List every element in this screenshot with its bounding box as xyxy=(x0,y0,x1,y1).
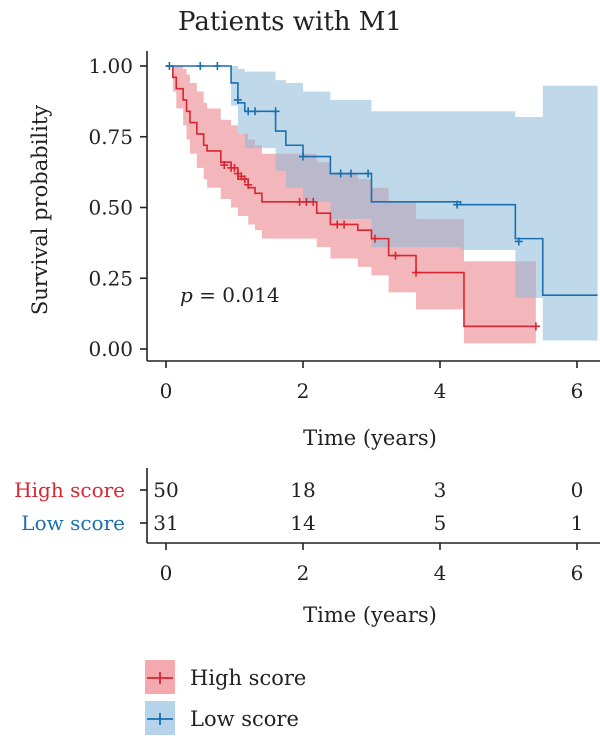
high-score-censor-mark xyxy=(244,180,253,189)
low-score-censor-mark xyxy=(346,169,355,178)
low-score-censor-mark xyxy=(244,107,253,116)
high-score-censor-mark xyxy=(230,163,239,172)
high-score-censor-mark xyxy=(412,268,421,277)
risk-count-low-score: 31 xyxy=(153,511,178,535)
risk-x-tick-label: 0 xyxy=(160,561,173,585)
legend-item-low-score: Low score xyxy=(145,701,299,735)
high-score-censor-mark xyxy=(240,175,249,184)
low-score-censor-mark xyxy=(364,169,373,178)
plot-area xyxy=(165,62,598,344)
risk-count-high-score: 0 xyxy=(571,478,584,502)
x-tick-label: 6 xyxy=(571,379,584,403)
risk-row-label-high-score: High score xyxy=(14,478,125,502)
risk-x-tick-label: 4 xyxy=(434,561,447,585)
risk-count-high-score: 50 xyxy=(153,478,178,502)
high-score-censor-mark xyxy=(370,234,379,243)
chart-title: Patients with M1 xyxy=(178,7,402,37)
risk-table-x-axis-label: Time (years) xyxy=(303,603,437,627)
low-score-censor-mark xyxy=(165,62,174,70)
risk-count-high-score: 18 xyxy=(290,478,315,502)
risk-count-low-score: 1 xyxy=(571,511,584,535)
high-score-censor-mark xyxy=(295,197,304,206)
main-axis-ticks: 0.00 0.25 0.50 0.75 1.00 0 2 4 6 xyxy=(88,54,583,403)
low-score-censor-mark xyxy=(271,107,280,116)
risk-table: High score 50 18 3 0 Low score 31 14 5 1 0 2 4 6 xyxy=(14,478,583,585)
p-value-annotation: p = 0.014 xyxy=(180,283,280,307)
legend-line-icon xyxy=(147,672,173,684)
low-score-censor-mark xyxy=(196,62,205,70)
high-score-censor-mark xyxy=(391,251,400,260)
low-score-censor-mark xyxy=(336,169,345,178)
high-score-censor-mark xyxy=(333,220,342,229)
x-tick-label: 4 xyxy=(434,379,447,403)
high-score-censor-mark xyxy=(340,220,349,229)
low-score-censor-mark xyxy=(251,107,260,116)
low-score-censor-mark xyxy=(514,237,523,246)
y-tick-label: 0.25 xyxy=(88,266,133,290)
y-tick-label: 0.00 xyxy=(88,337,133,361)
high-score-censor-mark xyxy=(309,197,318,206)
risk-row-label-low-score: Low score xyxy=(21,511,125,535)
risk-x-tick-label: 2 xyxy=(297,561,310,585)
legend-label: Low score xyxy=(190,707,299,731)
y-tick-label: 1.00 xyxy=(88,54,133,78)
svg-text:p = 0.014: p = 0.014 xyxy=(180,283,280,307)
risk-x-tick-label: 6 xyxy=(571,561,584,585)
legend: High score Low score xyxy=(145,660,306,735)
y-tick-label: 0.75 xyxy=(88,125,133,149)
y-axis-label: Survival probability xyxy=(28,105,52,315)
x-axis-label: Time (years) xyxy=(303,426,437,450)
high-score-censor-mark xyxy=(531,322,540,331)
legend-label: High score xyxy=(190,666,306,690)
low-score-censor-mark xyxy=(453,200,462,209)
low-score-censor-mark xyxy=(233,95,242,104)
risk-count-low-score: 5 xyxy=(434,511,447,535)
legend-line-icon xyxy=(147,713,173,725)
risk-count-high-score: 3 xyxy=(434,478,447,502)
risk-count-low-score: 14 xyxy=(290,511,315,535)
y-tick-label: 0.50 xyxy=(88,196,133,220)
p-value-text: = 0.014 xyxy=(199,283,279,307)
low-score-confidence-band xyxy=(166,66,598,341)
legend-item-high-score: High score xyxy=(145,660,306,694)
low-score-censor-mark xyxy=(213,62,222,70)
x-tick-label: 2 xyxy=(297,379,310,403)
high-score-censor-mark xyxy=(220,161,229,170)
p-value-symbol: p xyxy=(180,283,193,307)
x-tick-label: 0 xyxy=(160,379,173,403)
low-score-censor-mark xyxy=(299,152,307,161)
high-score-censor-mark xyxy=(302,197,311,206)
